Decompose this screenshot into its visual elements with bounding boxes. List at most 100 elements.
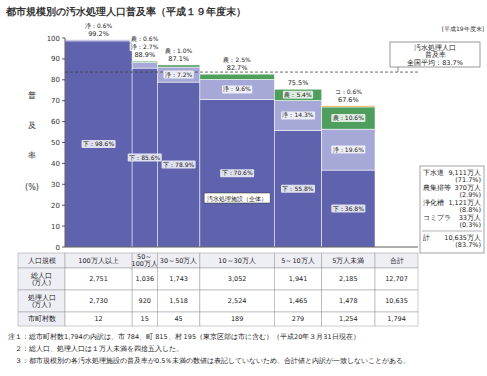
data-label: 農：2.5% xyxy=(223,56,251,63)
callout-text: 汚水処理人口普及率全国平均：83.7% xyxy=(407,44,463,67)
data-label-group: 農：1.0% xyxy=(164,47,194,55)
table-row-label: 総人口(万人) xyxy=(30,272,52,287)
y-tick xyxy=(62,38,65,39)
legend-name: 農集排等 xyxy=(423,184,451,192)
table-cell xyxy=(132,268,157,290)
reference-callout: 汚水処理人口普及率全国平均：83.7% xyxy=(390,42,480,72)
y-axis-label: 率 xyxy=(28,151,36,160)
y-tick xyxy=(62,79,65,80)
page: {"chart_data": { "type": "bar", "stacked… xyxy=(0,0,487,376)
table-header-line: 100万人 xyxy=(132,260,158,268)
table-value: 2,524 xyxy=(228,297,247,305)
bar-segment xyxy=(322,129,375,170)
y-axis-label: 普 xyxy=(28,91,36,100)
table-row-label-line: (万人) xyxy=(32,301,51,309)
table-header: 合計 xyxy=(390,257,404,265)
y-tick xyxy=(62,226,65,227)
table-cell xyxy=(132,253,157,268)
data-label-group: 下：36.8% xyxy=(331,205,365,213)
y-tick xyxy=(62,205,65,206)
total-label: 87.1% xyxy=(168,55,189,63)
table-cell xyxy=(274,268,321,290)
y-tick xyxy=(62,163,65,164)
data-label-bg xyxy=(83,22,113,30)
y-tick xyxy=(62,247,65,248)
total-label: 82.7% xyxy=(227,64,248,72)
x-axis xyxy=(65,247,418,248)
data-label-group: 農：2.5% xyxy=(222,56,252,64)
total-label: 99.2% xyxy=(88,30,109,38)
y-tick-label: 60 xyxy=(51,118,60,126)
table-cell xyxy=(65,253,132,268)
table: 人口規模100万人以上50～100万人30～50万人10～30万人5～10万人5… xyxy=(18,253,418,326)
table-value: 12 xyxy=(94,315,102,323)
callout-box xyxy=(390,42,480,67)
data-label-group: 浄：19.6% xyxy=(331,146,365,154)
y-tick xyxy=(62,58,65,59)
y-tick-label: 10 xyxy=(51,223,60,231)
data-label-bg xyxy=(331,114,365,122)
data-label-bg xyxy=(281,111,315,119)
data-label: 浄：0.6% xyxy=(85,22,113,29)
table-value: 1,036 xyxy=(135,275,154,283)
legend-name: コミプラ xyxy=(423,214,451,222)
table-value: 279 xyxy=(292,315,304,323)
bar-segment xyxy=(322,170,375,247)
table-value: 15 xyxy=(141,315,149,323)
data-label-bg xyxy=(222,85,252,93)
legend-share: (0.3%) xyxy=(459,221,481,229)
note: ３：都市規模別の各汚水処理施設の普及率が0.5％未満の数値は表記していないため、… xyxy=(15,356,410,365)
data-label-bg xyxy=(333,88,363,96)
y-tick-label: 80 xyxy=(51,76,60,84)
data-label-group: 農：5.4% xyxy=(283,91,313,99)
summary-box xyxy=(420,166,484,253)
table-cell xyxy=(18,268,65,290)
bars xyxy=(65,40,418,247)
data-label-bg xyxy=(331,146,365,154)
total-label: 88.9% xyxy=(134,51,155,59)
table-value: 1,254 xyxy=(339,315,358,323)
y-tick-label: 50 xyxy=(51,139,60,147)
callout-text-line: 全国平均：83.7% xyxy=(407,59,463,67)
data-label-bg xyxy=(130,43,160,51)
data-label-bg xyxy=(162,161,196,169)
table-row-label: 市町村数 xyxy=(28,315,56,323)
data-label-bg xyxy=(222,56,252,64)
y-tick xyxy=(62,142,65,143)
table-value: 2,751 xyxy=(89,275,108,283)
axes: 0102030405060708090100 xyxy=(47,35,418,252)
legend-share: (2.9%) xyxy=(459,191,481,199)
table-total: 10,635 xyxy=(385,297,408,305)
data-label: 下：36.8% xyxy=(333,205,364,212)
annotation-text: 汚水処理施設（全体） xyxy=(207,195,267,203)
bar-segment xyxy=(157,65,200,67)
table-cell xyxy=(65,290,132,312)
total-label: 67.6% xyxy=(338,96,359,104)
table-total: 1,794 xyxy=(387,315,406,323)
table-header: 5～10万人 xyxy=(281,257,314,265)
notes: 注１：総市町村数1,794の内訳は、市 784、町 815、村 195（東京区部… xyxy=(8,333,410,365)
table-cell xyxy=(274,290,321,312)
note: 注１：総市町村数1,794の内訳は、市 784、町 815、村 195（東京区部… xyxy=(8,333,360,341)
note: ２：総人口、処理人口は１万人未満を四捨五入した。 xyxy=(15,345,183,353)
bar-segment xyxy=(200,99,274,247)
table-value: 2,185 xyxy=(339,275,358,283)
table-header: 50～100万人 xyxy=(132,253,158,268)
table-header: 5万人未満 xyxy=(332,257,364,265)
summary: 下水道9,111万人(71.7%)農集排等370万人(2.9%)浄化槽1,121… xyxy=(420,166,484,253)
data-label-bg xyxy=(220,169,254,177)
table-value: 1,518 xyxy=(169,297,188,305)
data-label: 浄：19.6% xyxy=(333,146,364,153)
bar-segment xyxy=(274,89,321,100)
y-tick-label: 100 xyxy=(47,35,60,43)
table-cell xyxy=(200,290,274,312)
callout-pointer xyxy=(398,67,399,72)
table-value: 2,730 xyxy=(89,297,108,305)
data-label-bg xyxy=(82,140,116,148)
annotation-box xyxy=(204,193,270,203)
table-cell xyxy=(274,312,321,326)
table-cell xyxy=(18,253,65,268)
y-tick-label: 90 xyxy=(51,55,60,63)
y-tick-label: 30 xyxy=(51,181,60,189)
y-tick xyxy=(62,100,65,101)
